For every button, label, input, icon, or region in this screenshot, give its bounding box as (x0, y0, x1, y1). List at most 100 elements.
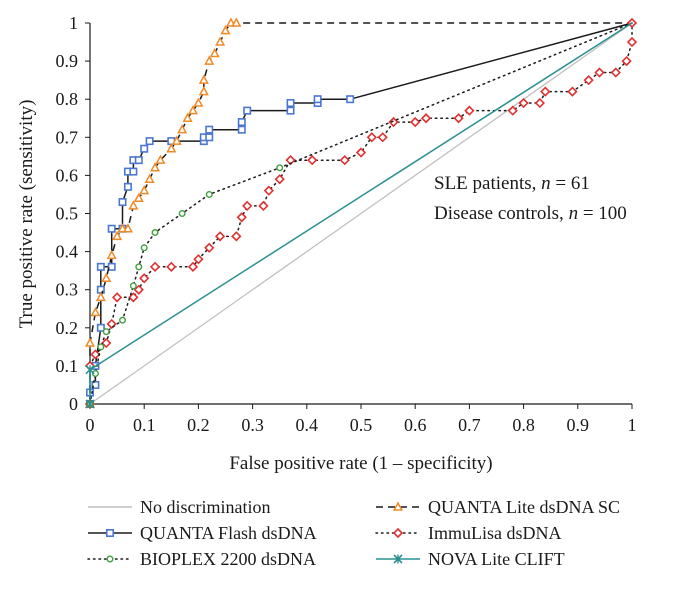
x-tick-label: 0.9 (567, 415, 590, 435)
data-point (128, 292, 139, 303)
data-point (193, 254, 204, 265)
data-point (128, 200, 139, 210)
data-point (118, 198, 127, 207)
annotation-sle-patients: SLE patients, n = 61 (434, 173, 590, 194)
x-tick-label: 0.1 (133, 415, 156, 435)
legend-marker (106, 528, 115, 537)
data-point (96, 262, 105, 271)
data-point (286, 99, 295, 108)
data-point (145, 137, 154, 146)
data-point (339, 155, 350, 166)
data-point (366, 132, 377, 143)
y-tick-label: 0.6 (56, 165, 79, 185)
data-point (91, 380, 100, 389)
data-point (286, 106, 295, 115)
data-point (149, 261, 161, 272)
data-point (205, 133, 214, 142)
data-point (149, 162, 161, 172)
series-layer (84, 17, 638, 410)
series-no-discrimination (89, 22, 633, 405)
data-point (220, 25, 231, 35)
series-quanta-lite-dsdna-sc (84, 17, 632, 408)
data-point (139, 273, 150, 284)
data-point (388, 116, 399, 128)
data-point (610, 67, 621, 78)
data-point (107, 224, 116, 233)
data-point (263, 185, 274, 196)
data-point (231, 17, 242, 27)
legend-marker (106, 555, 114, 563)
data-point (134, 156, 143, 165)
data-point (123, 182, 132, 191)
y-tick-label: 0.5 (56, 204, 79, 224)
axes: 0 0.1 0.2 0.3 0.4 0.5 0.6 0.7 0.8 0.9 1 0 0.1 0.2 0.3 0… (56, 13, 637, 435)
data-point (85, 365, 95, 375)
y-tick-label: 0 (69, 394, 78, 414)
data-point (112, 230, 123, 241)
data-point (144, 173, 155, 183)
data-point (166, 261, 177, 272)
data-point (583, 75, 594, 86)
legend-label: ImmuLisa dsDNA (428, 523, 562, 543)
data-point (198, 74, 209, 84)
data-point (90, 306, 101, 317)
data-point (518, 97, 529, 109)
data-point (567, 86, 578, 97)
annotation-disease-controls: Disease controls, n = 100 (434, 203, 627, 224)
data-point (285, 155, 296, 166)
data-point (119, 316, 127, 324)
data-point (129, 167, 138, 176)
x-tick-label: 0.4 (296, 415, 319, 435)
x-tick-label: 0.3 (241, 415, 264, 435)
data-point (377, 132, 388, 143)
data-point (205, 125, 214, 134)
data-point (507, 105, 518, 116)
x-tick-label: 0.2 (187, 415, 210, 435)
x-tick-label: 0.6 (404, 415, 427, 435)
data-point (204, 55, 215, 65)
y-tick-label: 0.2 (56, 318, 79, 338)
data-point (140, 144, 149, 153)
legend-item-bioplex-2200-dsdna: BIOPLEX 2200 dsDNA (87, 549, 316, 569)
legend-marker (393, 554, 403, 564)
x-tick-label: 0.5 (350, 415, 373, 435)
data-point (242, 200, 253, 212)
data-point (209, 47, 220, 58)
x-axis-label: False positive rate (1 – specificity) (229, 453, 492, 474)
data-point (139, 185, 150, 195)
x-tick-label: 0.8 (512, 415, 535, 435)
data-point (237, 118, 246, 127)
data-point (90, 349, 101, 360)
data-point (621, 55, 632, 67)
data-point (243, 106, 252, 115)
data-point (594, 67, 605, 78)
x-tick-label: 0.7 (458, 415, 481, 435)
legend-label: BIOPLEX 2200 dsDNA (140, 549, 316, 569)
legend-item-nova-lite-clift: NOVA Lite CLIFT (376, 549, 565, 569)
legend-item-no-discrimination: No discrimination (88, 497, 270, 517)
y-tick-label: 0.1 (56, 356, 79, 376)
data-point (204, 242, 215, 253)
data-point (106, 249, 117, 260)
data-point (274, 174, 285, 185)
y-tick-label: 0.9 (56, 51, 79, 71)
data-point (410, 116, 421, 128)
data-point (140, 244, 148, 252)
data-point (151, 229, 159, 237)
data-point (101, 272, 112, 283)
y-axis-label: True positive rate (sensitivity) (16, 100, 37, 329)
legend-label: QUANTA Lite dsDNA SC (428, 497, 620, 517)
series-immulisa-dsdna (84, 17, 638, 410)
data-point (101, 337, 112, 349)
data-point (96, 323, 105, 332)
data-point (171, 135, 182, 145)
y-tick-label: 0.3 (56, 280, 79, 300)
data-point (420, 113, 432, 124)
data-point (313, 95, 322, 104)
x-tick-label: 1 (628, 415, 637, 435)
data-point (84, 337, 96, 347)
legend-marker (392, 527, 404, 539)
data-point (534, 97, 545, 109)
series-bioplex-2200-dsdna (86, 22, 633, 408)
legend-marker (392, 501, 404, 511)
